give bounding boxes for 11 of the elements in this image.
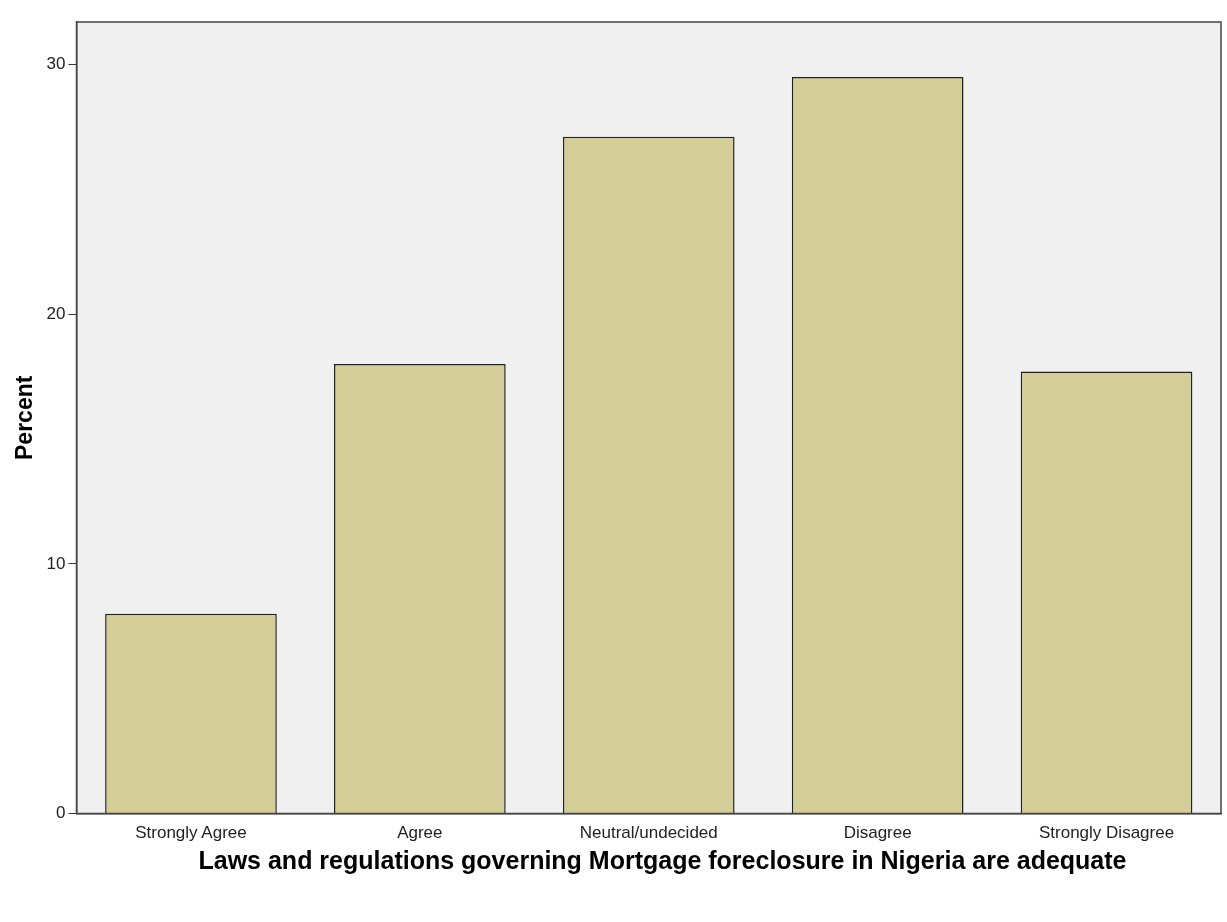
x-tick-label: Disagree (843, 823, 912, 843)
y-tick-label: 10 (46, 553, 66, 573)
y-tick-label: 0 (56, 803, 66, 823)
x-tick-label: Agree (397, 823, 443, 843)
x-tick-label: Strongly Agree (135, 823, 247, 843)
x-tick-label: Neutral/undecided (579, 823, 718, 843)
x-tick-label: Strongly Disagree (1038, 823, 1175, 843)
y-tick-label: 30 (46, 54, 66, 74)
y-axis-title: Percent (11, 375, 38, 460)
y-tick-label: 20 (46, 303, 66, 323)
x-axis-title: Laws and regulations governing Mortgage foreclosure in Nigeria are adequate (197, 846, 1128, 874)
